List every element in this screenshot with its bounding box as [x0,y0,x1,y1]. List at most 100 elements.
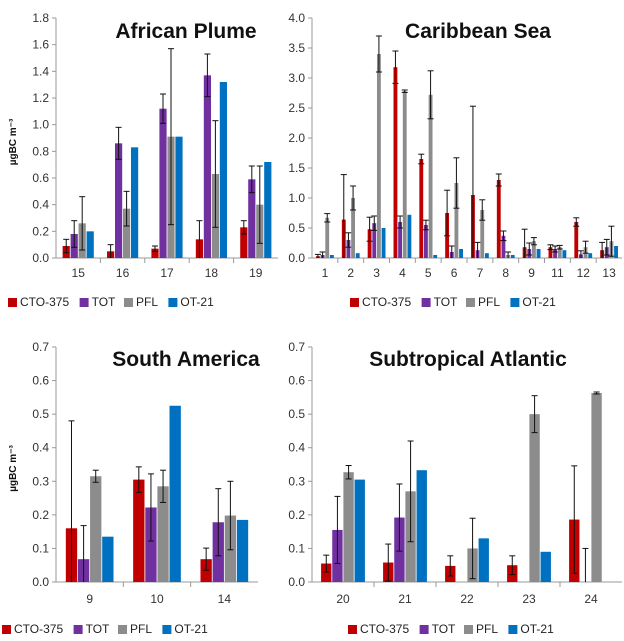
y-tick-label: 0.4 [32,441,49,455]
bar [614,246,618,258]
y-tick-label: 1.2 [32,91,49,105]
legend-swatch [348,625,357,634]
legend-label: CTO-375 [360,622,409,636]
legend-swatch [79,298,89,307]
x-tick-label: 19 [249,266,263,280]
y-tick-label: 0.6 [32,374,49,388]
bar [540,551,551,582]
x-tick-label: 16 [116,266,130,280]
bar [203,75,211,258]
y-tick-label: 1.0 [32,118,49,132]
y-tick-label: 0.0 [32,575,49,589]
legend-swatch [8,298,17,307]
x-tick-label: 24 [584,592,598,606]
x-tick-label: 14 [218,592,232,606]
legend-label: TOT [86,622,110,636]
bar [510,255,515,258]
bar [402,91,407,258]
bar [355,253,360,258]
legend-swatch [124,298,133,307]
legend-swatch [464,625,473,634]
bar [501,235,506,258]
x-tick-label: 18 [205,266,219,280]
legend-label: OT-21 [180,295,214,309]
y-tick-label: 3.0 [288,71,305,85]
legend-swatch [508,625,518,634]
bar [562,250,567,258]
bar [325,217,330,258]
y-tick-label: 0.5 [288,221,305,235]
bar [169,405,181,582]
legend-swatch [2,625,11,634]
bar [529,414,540,582]
legend-swatch [421,298,431,307]
bar [407,214,412,258]
legend-label: OT-21 [520,622,554,636]
y-tick-label: 0.1 [288,541,305,555]
bar [574,222,579,258]
y-tick-label: 0.5 [288,407,305,421]
legend-swatch [168,298,178,307]
bar [329,255,334,258]
x-tick-label: 8 [502,266,509,280]
legend-label: PFL [478,295,500,309]
y-tick-label: 0.6 [288,374,305,388]
y-tick-label: 1.8 [32,11,49,25]
x-tick-label: 11 [551,266,564,280]
bar [376,54,381,258]
bar [346,240,351,258]
chart-title: African Plume [115,20,256,43]
y-tick-label: 0.3 [32,474,49,488]
y-tick-label: 1.6 [32,38,49,52]
bar [157,486,169,582]
x-tick-label: 20 [336,592,350,606]
bar [130,147,139,258]
bar [248,179,256,258]
bar [381,228,386,258]
legend-label: TOT [92,295,116,309]
bar [151,248,159,258]
y-tick-label: 0.8 [32,144,49,158]
bar [343,472,354,582]
bar [454,183,459,258]
legend-swatch [419,625,429,634]
bar [264,162,272,258]
y-axis-label: µgBC m⁻³ [8,445,19,492]
x-tick-label: 4 [399,266,406,280]
legend-label: OT-21 [522,295,556,309]
x-tick-label: 6 [451,266,458,280]
y-tick-label: 0.6 [32,171,49,185]
bar [86,231,94,258]
x-tick-label: 5 [425,266,432,280]
bar [553,249,558,258]
y-tick-label: 0.1 [32,541,49,555]
bar [175,136,183,258]
x-tick-label: 7 [477,266,484,280]
bar [321,563,332,582]
legend-swatch [118,625,127,634]
x-tick-label: 3 [373,266,380,280]
legend-swatch [73,625,83,634]
legend-label: TOT [432,622,456,636]
chart-title: Caribbean Sea [405,20,551,43]
x-tick-label: 10 [150,592,164,606]
y-tick-label: 1.4 [32,64,49,78]
x-tick-label: 12 [577,266,591,280]
y-tick-label: 0.2 [32,224,49,238]
x-tick-label: 22 [460,592,474,606]
y-axis-label: µgBC m⁻³ [8,118,19,165]
y-tick-label: 0.5 [32,407,49,421]
bar [102,536,114,582]
bar [480,210,485,258]
x-tick-label: 13 [602,266,616,280]
bar [351,198,355,258]
bar [123,208,131,258]
legend-label: OT-21 [174,622,208,636]
bar [557,247,562,258]
y-tick-label: 0.4 [32,198,49,212]
bar [536,249,541,258]
bar [354,479,365,582]
x-tick-label: 15 [72,266,86,280]
